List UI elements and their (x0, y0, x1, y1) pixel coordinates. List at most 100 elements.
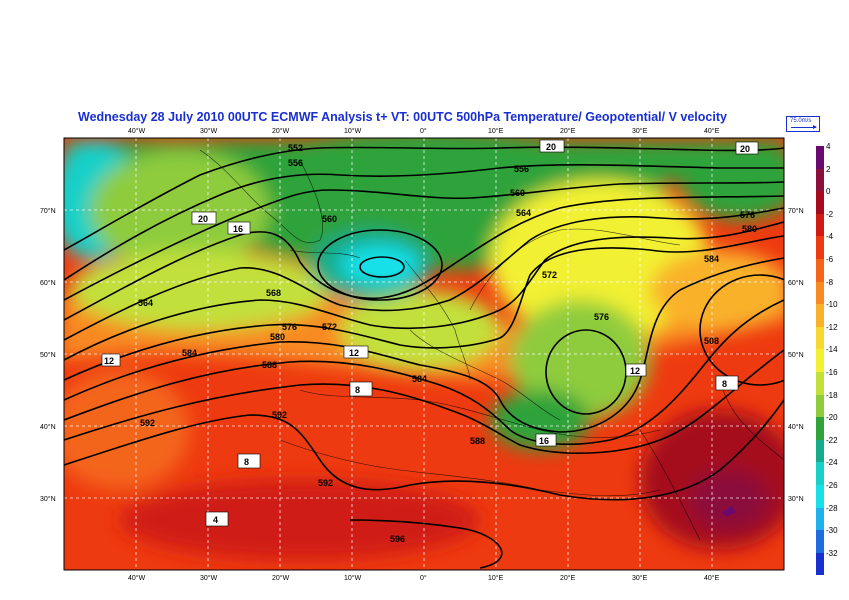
contour-label-568: 568 (266, 288, 281, 298)
contour-label-576c: 576 (740, 210, 755, 220)
legend-swatch (816, 146, 824, 169)
contour-label-576: 576 (282, 322, 297, 332)
legend-swatch (816, 394, 824, 418)
contour-low-ring (317, 229, 443, 301)
contour-label-596: 596 (390, 534, 405, 544)
legend-swatch (816, 304, 824, 327)
legend-label: -30 (826, 526, 838, 536)
lon-tick-20e: 20°E (560, 127, 576, 135)
contour-label-580b: 580 (742, 224, 757, 234)
contour-label-552: 552 (288, 143, 303, 153)
lon-tick-20w: 20°W (272, 127, 290, 135)
legend-swatch (816, 259, 824, 282)
legend-swatch (816, 168, 824, 192)
lon-ticks-bottom: 40°W 30°W 20°W 10°W 0° 10°E 20°E 30°E 40… (128, 574, 720, 582)
contour-label-508: 508 (704, 336, 719, 346)
lon-tick-30e-b: 30°E (632, 574, 648, 582)
contour-596 (349, 519, 503, 569)
lon-ticks-top: 40°W 30°W 20°W 10°W 0° 10°E 20°E 30°E 40… (128, 127, 720, 135)
lon-tick-10e-b: 10°E (488, 574, 504, 582)
lon-tick-40e-b: 40°E (704, 574, 720, 582)
contour-label-588: 588 (262, 360, 277, 370)
contour-label-588b: 588 (470, 436, 485, 446)
temp-label-16: 16 (233, 224, 243, 234)
legend-swatch (816, 462, 824, 485)
lat-tick-50n-r: 50°N (788, 351, 804, 359)
legend-swatch (816, 372, 824, 395)
contour-label-560: 560 (322, 214, 337, 224)
contour-label-564b: 564 (138, 298, 153, 308)
lat-tick-70n: 70°N (40, 207, 56, 215)
legend-label: 0 (826, 187, 831, 197)
temp-label-20c: 20 (740, 144, 750, 154)
warm-core-fill (722, 506, 736, 517)
lon-tick-10w: 10°W (344, 127, 362, 135)
contour-552 (64, 146, 784, 251)
legend-label: 2 (826, 164, 831, 174)
legend-swatch (816, 236, 824, 259)
wind-reference-label: 75.0m/s (790, 118, 812, 124)
contour-label-592: 592 (272, 410, 287, 420)
contour-576 (64, 235, 784, 381)
temp-label-12c: 12 (630, 366, 640, 376)
lat-tick-40n: 40°N (40, 423, 56, 431)
legend-label: -24 (826, 458, 838, 468)
contour-580 (64, 257, 784, 433)
graticule (64, 138, 784, 570)
temp-label-8b: 8 (244, 457, 249, 467)
lat-ticks-right: 70°N 60°N 50°N 40°N 30°N (788, 207, 804, 503)
legend-label: 4 (826, 142, 831, 151)
lat-tick-50n: 50°N (40, 351, 56, 359)
contour-label-556b: 556 (514, 164, 529, 174)
lon-tick-10w-b: 10°W (344, 574, 362, 582)
legend-swatch (816, 552, 824, 576)
temp-label-12b: 12 (104, 356, 114, 366)
lon-tick-40w: 40°W (128, 127, 146, 135)
contour-label-572b: 572 (542, 270, 557, 280)
cold-core-fill (362, 258, 402, 274)
legend-label: -22 (826, 435, 838, 445)
temperature-labels: 20 16 20 12 12 12 8 8 8 4 16 20 (101, 139, 759, 527)
lon-tick-30w: 30°W (200, 127, 218, 135)
contour-label-560b: 560 (510, 188, 525, 198)
lon-tick-0: 0° (420, 127, 427, 135)
temp-label-20b: 20 (546, 142, 556, 152)
legend-swatch (816, 349, 824, 372)
lat-tick-70n-r: 70°N (788, 207, 804, 215)
map-title: Wednesday 28 July 2010 00UTC ECMWF Analy… (78, 110, 727, 124)
legend-label: -8 (826, 277, 834, 287)
contour-572 (64, 221, 784, 361)
contour-label-584b: 584 (412, 374, 427, 384)
lon-tick-20w-b: 20°W (272, 574, 290, 582)
temp-label-20: 20 (198, 214, 208, 224)
legend-label: -28 (826, 503, 838, 513)
lon-tick-40e: 40°E (704, 127, 720, 135)
legend-label: -20 (826, 413, 838, 423)
legend-swatch (816, 326, 824, 350)
lon-tick-10e: 10°E (488, 127, 504, 135)
lat-tick-60n: 60°N (40, 279, 56, 287)
wind-reference-vector: 75.0m/s (786, 116, 820, 132)
lon-tick-0-b: 0° (420, 574, 427, 582)
contour-label-564: 564 (516, 208, 531, 218)
legend-swatch (816, 507, 824, 531)
temp-label-8: 8 (355, 385, 360, 395)
legend-swatch (816, 191, 824, 214)
contour-label-556: 556 (288, 158, 303, 168)
temp-label-16b: 16 (539, 436, 549, 446)
temp-label-8c: 8 (722, 379, 727, 389)
contour-568 (64, 207, 784, 341)
contour-label-592b: 592 (318, 478, 333, 488)
temp-label-4: 4 (213, 515, 218, 525)
contour-labels: 552 556 556 560 560 564 564 568 572 572 … (138, 143, 757, 544)
lat-tick-40n-r: 40°N (788, 423, 804, 431)
coastlines (199, 149, 784, 541)
legend-label: -10 (826, 300, 838, 310)
legend-label: -4 (826, 232, 834, 242)
contour-low-center (359, 256, 405, 278)
map-frame (63, 137, 785, 571)
contour-label-580: 580 (270, 332, 285, 342)
contour-label-592c: 592 (140, 418, 155, 428)
legend-label: -18 (826, 390, 838, 400)
